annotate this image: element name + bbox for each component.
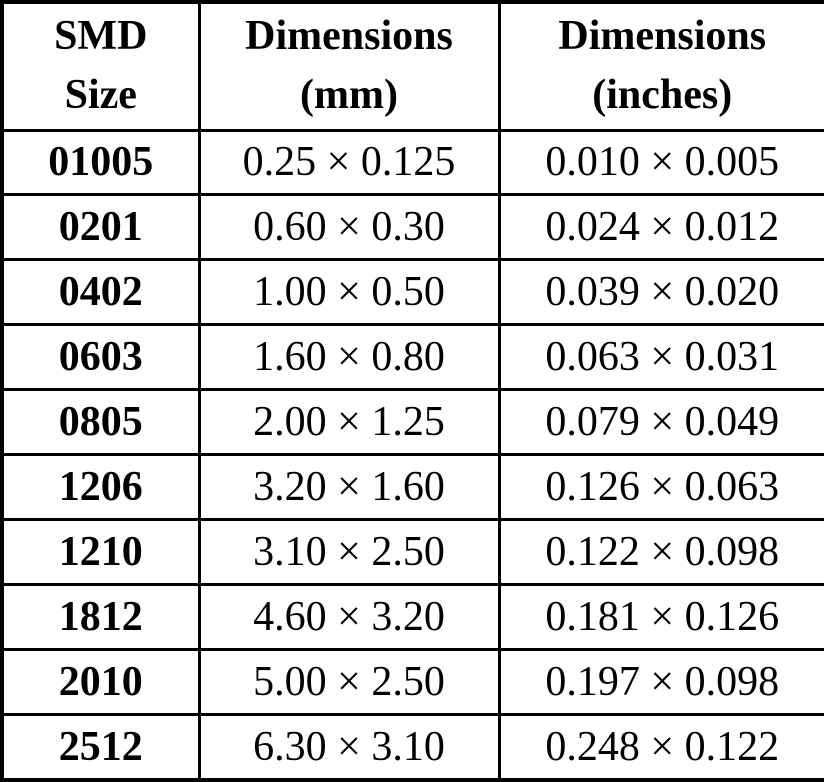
dimensions-mm-cell: 3.20 × 1.60 bbox=[197, 453, 501, 522]
dimensions-inches-cell: 0.197 × 0.098 bbox=[497, 647, 824, 716]
table-row: 1210 3.10 × 2.50 0.122 × 0.098 bbox=[0, 518, 824, 586]
smd-size-cell: 2010 bbox=[0, 647, 201, 716]
table-row: 0402 1.00 × 0.50 0.039 × 0.020 bbox=[0, 258, 824, 327]
smd-size-cell: 1210 bbox=[0, 518, 201, 586]
table-header-dimensions-mm: Dimensions (mm) bbox=[197, 0, 501, 132]
table-row: 2010 5.00 × 2.50 0.197 × 0.098 bbox=[0, 647, 824, 716]
header-smd-line: SMD bbox=[54, 12, 148, 59]
dimensions-inches-cell: 0.010 × 0.005 bbox=[497, 128, 824, 197]
dimensions-inches-cell: 0.181 × 0.126 bbox=[497, 582, 824, 651]
table-row: 2512 6.30 × 3.10 0.248 × 0.122 bbox=[0, 712, 824, 782]
dimensions-inches-cell: 0.126 × 0.063 bbox=[497, 453, 824, 522]
header-size-line: Size bbox=[64, 72, 137, 119]
smd-size-cell: 0603 bbox=[0, 323, 201, 392]
table-header-row: SMD Size Dimensions (mm) Dimensions (inc… bbox=[0, 0, 824, 132]
dimensions-inches-cell: 0.063 × 0.031 bbox=[497, 323, 824, 392]
smd-size-cell: 1206 bbox=[0, 453, 201, 522]
dimensions-inches-cell: 0.248 × 0.122 bbox=[497, 712, 824, 782]
dimensions-inches-cell: 0.039 × 0.020 bbox=[497, 258, 824, 327]
dimensions-mm-cell: 1.60 × 0.80 bbox=[197, 323, 501, 392]
table-row: 0201 0.60 × 0.30 0.024 × 0.012 bbox=[0, 193, 824, 262]
dimensions-inches-cell: 0.122 × 0.098 bbox=[497, 518, 824, 586]
table-row: 1206 3.20 × 1.60 0.126 × 0.063 bbox=[0, 453, 824, 522]
dimensions-mm-cell: 3.10 × 2.50 bbox=[197, 518, 501, 586]
smd-size-cell: 0402 bbox=[0, 258, 201, 327]
table-row: 0805 2.00 × 1.25 0.079 × 0.049 bbox=[0, 388, 824, 457]
dimensions-mm-cell: 0.60 × 0.30 bbox=[197, 193, 501, 262]
dimensions-inches-cell: 0.079 × 0.049 bbox=[497, 388, 824, 457]
smd-size-cell: 0805 bbox=[0, 388, 201, 457]
dimensions-mm-cell: 1.00 × 0.50 bbox=[197, 258, 501, 327]
smd-size-cell: 2512 bbox=[0, 712, 201, 782]
dimensions-mm-cell: 2.00 × 1.25 bbox=[197, 388, 501, 457]
smd-size-cell: 01005 bbox=[0, 128, 201, 197]
header-dimensions-line: Dimensions bbox=[558, 12, 767, 59]
table-header-dimensions-inches: Dimensions (inches) bbox=[497, 0, 824, 132]
header-inches-line: (inches) bbox=[592, 72, 733, 119]
table-row: 0603 1.60 × 0.80 0.063 × 0.031 bbox=[0, 323, 824, 392]
dimensions-mm-cell: 4.60 × 3.20 bbox=[197, 582, 501, 651]
dimensions-mm-cell: 6.30 × 3.10 bbox=[197, 712, 501, 782]
header-dimensions-line: Dimensions bbox=[245, 12, 453, 59]
table-header-smd-size: SMD Size bbox=[0, 0, 201, 132]
dimensions-mm-cell: 5.00 × 2.50 bbox=[197, 647, 501, 716]
table-row: 1812 4.60 × 3.20 0.181 × 0.126 bbox=[0, 582, 824, 651]
dimensions-mm-cell: 0.25 × 0.125 bbox=[197, 128, 501, 197]
dimensions-inches-cell: 0.024 × 0.012 bbox=[497, 193, 824, 262]
smd-size-cell: 0201 bbox=[0, 193, 201, 262]
header-mm-line: (mm) bbox=[300, 72, 398, 119]
smd-size-cell: 1812 bbox=[0, 582, 201, 651]
table-row: 01005 0.25 × 0.125 0.010 × 0.005 bbox=[0, 128, 824, 197]
